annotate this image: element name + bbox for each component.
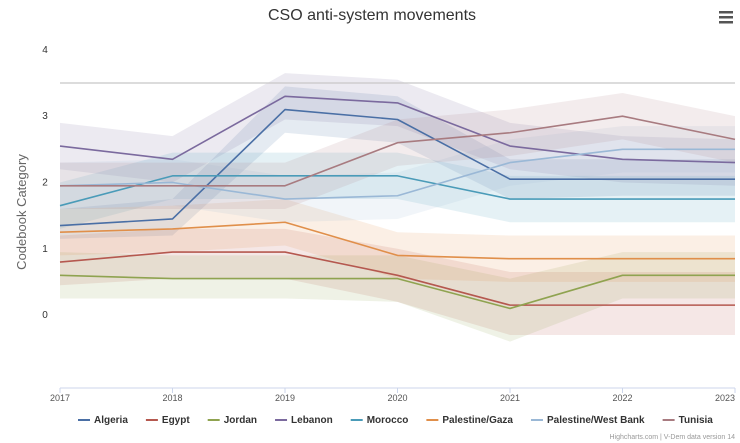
legend-label: Lebanon (291, 415, 333, 426)
confidence-band-7 (60, 92, 735, 209)
legend-label: Palestine/West Bank (547, 415, 645, 426)
confidence-band-2 (60, 252, 735, 342)
series-line-5 (59, 221, 735, 260)
chart-menu-button[interactable] (716, 8, 736, 26)
x-tick-label: 2018 (162, 393, 182, 403)
confidence-band-5 (60, 199, 735, 282)
series-line-0 (59, 108, 735, 227)
legend-label: Algeria (94, 415, 128, 426)
legend-item-5[interactable]: Palestine/Gaza (426, 415, 513, 426)
legend-item-0[interactable]: Algeria (78, 415, 128, 426)
chart-title: CSO anti-system movements (268, 7, 476, 24)
x-tick-label: 2023 (715, 393, 735, 403)
confidence-band-0 (60, 86, 735, 239)
x-tick-label: 2020 (387, 393, 407, 403)
y-tick-label: 1 (42, 244, 48, 255)
x-tick-label: 2019 (275, 393, 295, 403)
legend-item-4[interactable]: Morocco (350, 415, 409, 426)
y-tick-label: 2 (42, 177, 48, 188)
legend-item-7[interactable]: Tunisia (662, 415, 714, 426)
x-tick-label: 2017 (50, 393, 70, 403)
y-axis-ticks: 0 1 2 3 4 (42, 45, 48, 321)
series-line-3 (59, 95, 736, 164)
credits-text[interactable]: Highcharts.com | V-Dem data version 14 (609, 434, 735, 441)
legend-label: Egypt (162, 415, 190, 426)
confidence-band-1 (60, 228, 735, 335)
legend-label: Jordan (224, 415, 257, 426)
x-tick-label: 2022 (612, 393, 632, 403)
hamburger-menu-icon-bar-2[interactable] (719, 16, 733, 19)
series-lines (59, 95, 736, 310)
legend: Algeria Egypt Jordan Lebanon Morocco Palestin… (78, 415, 713, 426)
legend-label: Palestine/Gaza (442, 415, 513, 426)
legend-label: Tunisia (679, 415, 714, 426)
series-line-7 (60, 115, 736, 187)
legend-item-2[interactable]: Jordan (207, 415, 257, 426)
hamburger-menu-icon-bar-3[interactable] (719, 21, 733, 24)
confidence-band-4 (60, 152, 735, 229)
series-line-1 (59, 251, 735, 306)
confidence-band-6 (60, 126, 735, 223)
legend-item-6[interactable]: Palestine/West Bank (530, 415, 645, 426)
legend-item-1[interactable]: Egypt (145, 415, 190, 426)
y-tick-label: 0 (42, 310, 48, 321)
legend-label: Morocco (367, 415, 409, 426)
x-tick-label: 2021 (500, 393, 520, 403)
series-line-6 (59, 148, 735, 200)
y-tick-label: 4 (42, 45, 48, 56)
y-tick-label: 3 (42, 111, 48, 122)
series-line-4 (59, 175, 735, 207)
hamburger-menu-icon[interactable] (719, 11, 733, 14)
series-line-2 (59, 274, 735, 310)
legend-item-3[interactable]: Lebanon (275, 415, 333, 426)
y-axis-title: Codebook Category (14, 154, 29, 270)
confidence-bands (60, 73, 735, 342)
x-axis: 2017 2018 2019 2020 2021 2022 2023 (50, 387, 736, 403)
confidence-band-3 (60, 73, 735, 186)
